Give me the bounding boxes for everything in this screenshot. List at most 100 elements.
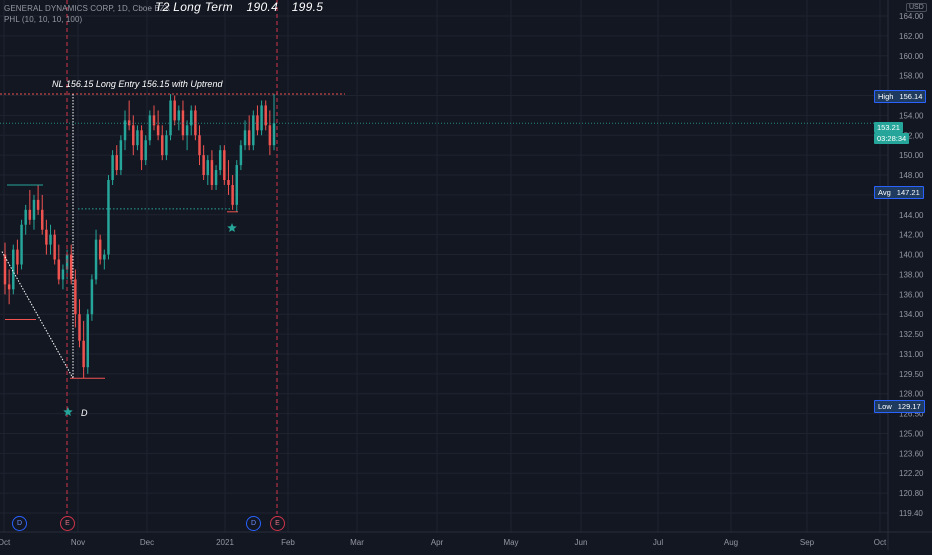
y-tick-label: 144.00 (899, 211, 924, 220)
candle-body (132, 125, 135, 146)
x-tick-label: 2021 (216, 538, 234, 547)
low-tag-name: Low (878, 402, 892, 411)
candle-body (235, 165, 238, 205)
y-tick-label: 158.00 (899, 72, 924, 81)
candle-body (169, 100, 172, 136)
low-price-tag: Low 129.17 (874, 400, 925, 413)
y-tick-label: 128.00 (899, 390, 924, 399)
candle-body (123, 120, 127, 141)
x-tick-label: Feb (281, 538, 295, 547)
y-tick-label: 134.00 (899, 310, 924, 319)
candle-body (94, 239, 98, 280)
dividend-event-badge[interactable]: D (246, 516, 261, 531)
entry-annotation[interactable]: NL 156.15 Long Entry 156.15 with Uptrend (52, 79, 223, 89)
earnings-event-badge[interactable]: E (60, 516, 75, 531)
earnings-event-badge[interactable]: E (270, 516, 285, 531)
candle-body (107, 180, 110, 255)
candle-body (3, 254, 7, 285)
low-tag-value: 129.17 (897, 402, 921, 411)
avg-price-tag: Avg 147.21 (874, 186, 924, 199)
y-tick-label: 132.50 (899, 330, 924, 339)
candle-body (140, 130, 143, 161)
candle-body (136, 130, 139, 146)
y-tick-label: 120.80 (899, 489, 924, 498)
candle-body (206, 160, 210, 176)
avg-tag-value: 147.21 (896, 188, 920, 197)
last-price-tag: 153.21 (874, 122, 903, 133)
y-tick-label: 154.00 (899, 111, 924, 120)
avg-tag-name: Avg (878, 188, 891, 197)
candle-body (61, 269, 65, 280)
y-tick-label: 162.00 (899, 32, 924, 41)
last-tag-value: 153.21 (877, 123, 900, 132)
x-tick-label: Apr (431, 538, 444, 547)
x-tick-label: Aug (724, 538, 738, 547)
x-tick-label: Nov (71, 538, 85, 547)
candle-body (231, 184, 234, 205)
candle-body (152, 115, 156, 126)
candle-body (74, 279, 77, 315)
target-headline: T2 Long Term 190.4 199.5 (155, 0, 333, 14)
candle-body (177, 110, 181, 121)
candle-body (268, 125, 272, 146)
y-tick-label: 129.50 (899, 370, 924, 379)
candle-body (41, 209, 44, 230)
star-marker-icon (63, 407, 73, 416)
bar-countdown-tag: 03:28:34 (874, 133, 910, 144)
candle-body (144, 140, 147, 161)
candle-body (218, 150, 222, 171)
y-tick-label: 126.50 (899, 410, 924, 419)
candle-body (119, 140, 123, 171)
candle-body (165, 135, 168, 156)
dividend-event-badge[interactable]: D (12, 516, 27, 531)
candle-body (49, 234, 52, 245)
y-tick-label: 152.00 (899, 131, 924, 140)
y-tick-label: 125.00 (899, 429, 924, 438)
candle-body (210, 160, 214, 185)
high-tag-name: High (878, 92, 894, 101)
d-label: D (81, 408, 88, 418)
candle-body (243, 130, 247, 146)
x-tick-label: Dec (140, 538, 154, 547)
y-tick-label: 131.00 (899, 350, 924, 359)
x-tick-label: Jun (575, 538, 588, 547)
candle-body (202, 155, 205, 176)
target-value-1: 190.4 (246, 0, 279, 14)
candle-body (86, 314, 90, 368)
candle-body (264, 105, 267, 126)
high-price-tag: High 156.14 (874, 90, 927, 103)
currency-button[interactable]: USD (906, 3, 927, 12)
x-tick-label: Jul (653, 538, 663, 547)
candle-body (82, 340, 85, 368)
y-tick-label: 142.00 (899, 231, 924, 240)
y-tick-label: 136.00 (899, 290, 924, 299)
candle-body (36, 199, 40, 210)
y-tick-label: 160.00 (899, 52, 924, 61)
candle-body (28, 209, 32, 220)
candle-body (185, 125, 189, 136)
x-tick-label: May (503, 538, 518, 547)
candle-body (148, 115, 152, 141)
candle-body (57, 259, 61, 280)
candle-body (252, 115, 255, 146)
candle-body (227, 180, 230, 185)
indicator-legend[interactable]: PHL (10, 10, 10, 100) (4, 15, 83, 24)
y-tick-label: 150.00 (899, 151, 924, 160)
candle-body (173, 100, 176, 121)
candle-body (156, 125, 160, 136)
x-tick-label: Oct (874, 538, 887, 547)
candle-body (189, 110, 193, 126)
star-marker-icon (227, 223, 237, 232)
y-tick-label: 164.00 (899, 12, 924, 21)
y-tick-label: 119.40 (899, 509, 923, 518)
x-tick-label: Mar (350, 538, 364, 547)
candle-body (260, 105, 263, 131)
candle-body (239, 145, 243, 166)
x-tick-label: Oct (0, 538, 11, 547)
target-label: T2 Long Term (155, 0, 233, 14)
y-tick-label: 140.00 (899, 251, 924, 260)
symbol-legend[interactable]: GENERAL DYNAMICS CORP, 1D, Cboe BZX (4, 4, 171, 13)
candle-body (161, 135, 164, 156)
